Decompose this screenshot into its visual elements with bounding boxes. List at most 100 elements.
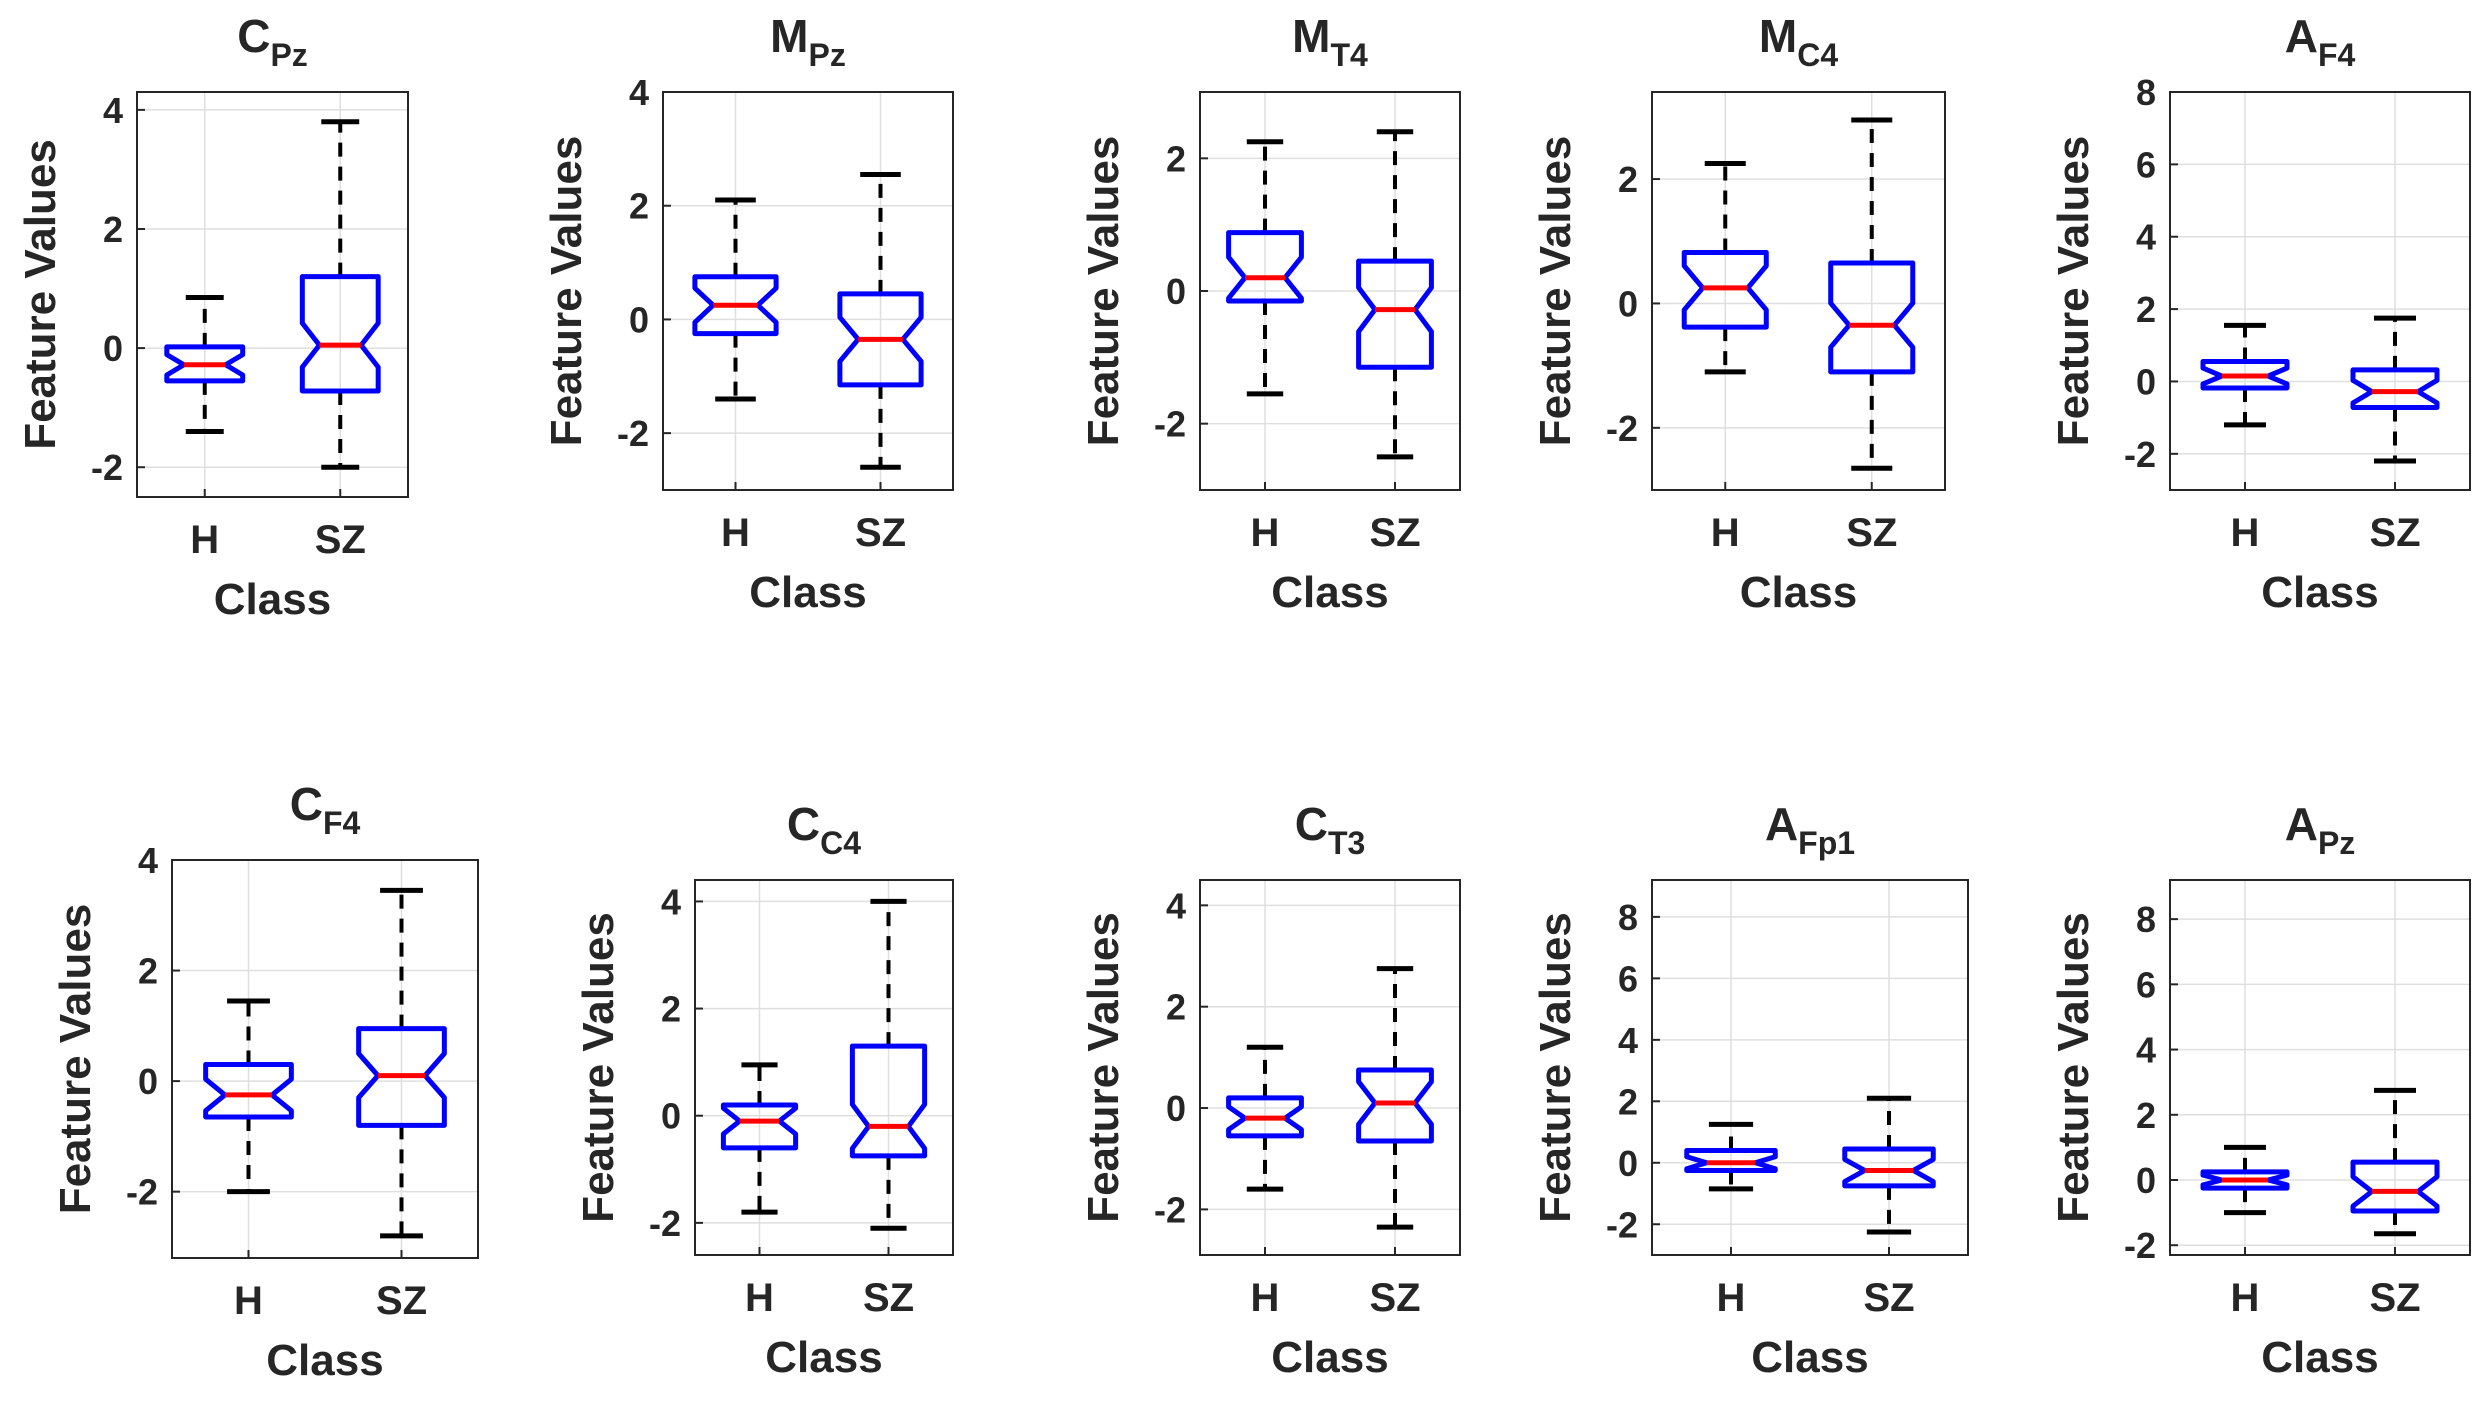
y-tick-label: -2 (91, 447, 123, 488)
y-tick-label: 4 (1166, 885, 1186, 926)
y-tick-label: 2 (138, 951, 158, 992)
chart-title-subscript: F4 (2318, 37, 2356, 73)
chart-title: AFp1 (1765, 798, 1855, 861)
y-tick-label: 4 (629, 72, 649, 113)
y-axis-label: Feature Values (574, 912, 623, 1223)
x-axis-label: Class (1271, 1333, 1388, 1382)
subplot-0: -2 0 2 4 H SZ Class Feature Values CPz (16, 10, 409, 624)
y-axis-label: Feature Values (16, 139, 65, 450)
axes-frame (171, 859, 479, 1259)
y-tick-label: 4 (2136, 1030, 2156, 1071)
subplot-4: -2 0 2 4 6 8 H SZ Class Feature Values AF4 (2049, 10, 2471, 617)
box-h (720, 1062, 799, 1215)
chart-title-base: A (2285, 10, 2318, 62)
box-h (2200, 322, 2290, 428)
chart-title-base: M (1759, 10, 1797, 62)
axes-frame (662, 91, 954, 491)
x-tick-label: SZ (315, 518, 366, 562)
box-body (164, 344, 246, 384)
box-body (1681, 249, 1769, 330)
y-tick-label: -2 (1606, 1204, 1638, 1245)
box-h (1684, 1121, 1778, 1192)
box-body (1828, 260, 1916, 375)
chart-title-base: A (1765, 798, 1798, 850)
y-tick-label: 4 (103, 90, 123, 131)
x-tick-label: SZ (376, 1279, 427, 1323)
chart-title-subscript: Pz (270, 37, 307, 73)
x-axis-label: Class (214, 575, 331, 624)
chart-title: CC4 (787, 798, 861, 861)
x-axis-label: Class (2261, 568, 2378, 617)
y-tick-label: 0 (1166, 1088, 1186, 1129)
x-tick-label: H (2231, 511, 2260, 555)
y-tick-label: 0 (2136, 1160, 2156, 1201)
x-tick-label: H (234, 1279, 263, 1323)
x-axis-label: Class (1740, 568, 1857, 617)
x-tick-label: SZ (2369, 511, 2420, 555)
chart-title-subscript: F4 (323, 805, 361, 841)
box-sz (849, 898, 928, 1231)
y-tick-label: -2 (126, 1172, 158, 1213)
y-tick-label: 2 (1618, 159, 1638, 200)
x-tick-label: SZ (1369, 1276, 1420, 1320)
y-axis-label: Feature Values (1531, 912, 1580, 1223)
box-body (1684, 1147, 1778, 1173)
subplot-8: -2 0 2 4 6 8 H SZ Class Feature Values AFp1 (1531, 798, 1969, 1382)
y-tick-label: 2 (2136, 289, 2156, 330)
y-tick-label: -2 (649, 1203, 681, 1244)
chart-title: MPz (770, 10, 846, 73)
axes-frame (1651, 91, 1946, 491)
box-body (1842, 1146, 1936, 1189)
axes-frame (1199, 879, 1461, 1256)
axes-frame (1651, 879, 1969, 1256)
y-tick-label: 2 (2136, 1095, 2156, 1136)
chart-title-base: C (787, 798, 820, 850)
axes-frame (2169, 91, 2471, 491)
y-axis-label: Feature Values (542, 136, 591, 447)
y-axis-label: Feature Values (1079, 136, 1128, 447)
box-sz (2350, 315, 2440, 464)
box-body (203, 1062, 294, 1120)
box-body (849, 1043, 928, 1159)
box-body (692, 274, 779, 337)
x-tick-label: H (190, 518, 219, 562)
box-sz (356, 887, 447, 1239)
x-tick-label: SZ (863, 1276, 914, 1320)
subplot-2: -2 0 2 H SZ Class Feature Values MT4 (1079, 10, 1461, 617)
x-axis-label: Class (749, 568, 866, 617)
y-tick-label: 2 (629, 186, 649, 227)
chart-title-base: C (1295, 798, 1328, 850)
y-tick-label: 6 (2136, 964, 2156, 1005)
box-sz (2350, 1087, 2440, 1237)
chart-title-subscript: T3 (1328, 825, 1365, 861)
subplot-1: -2 0 2 4 H SZ Class Feature Values MPz (542, 10, 954, 617)
y-tick-label: 4 (661, 881, 681, 922)
y-tick-label: -2 (1154, 1189, 1186, 1230)
chart-title-subscript: Pz (808, 37, 845, 73)
chart-title-subscript: T4 (1330, 37, 1368, 73)
x-axis-label: Class (266, 1336, 383, 1385)
box-body (1226, 1095, 1304, 1139)
x-axis-label: Class (1751, 1333, 1868, 1382)
box-body (2350, 1159, 2440, 1214)
box-body (299, 274, 381, 394)
subplot-6: -2 0 2 4 H SZ Class Feature Values CC4 (574, 798, 954, 1382)
chart-title: CPz (237, 10, 308, 73)
box-h (164, 294, 246, 434)
chart-title-subscript: C4 (1797, 37, 1838, 73)
box-sz (837, 171, 924, 470)
chart-title-subscript: C4 (820, 825, 861, 861)
chart-title-base: C (237, 10, 270, 62)
chart-title-subscript: Pz (2318, 825, 2355, 861)
chart-title-subscript: Fp1 (1798, 825, 1855, 861)
y-tick-label: 2 (103, 209, 123, 250)
x-axis-label: Class (2261, 1333, 2378, 1382)
subplot-5: -2 0 2 4 H SZ Class Feature Values CF4 (51, 778, 479, 1385)
y-axis-label: Feature Values (1531, 136, 1580, 447)
y-tick-label: -2 (2124, 1225, 2156, 1266)
y-tick-label: 0 (1166, 271, 1186, 312)
y-tick-label: 6 (1618, 958, 1638, 999)
y-tick-label: 2 (1166, 987, 1186, 1028)
subplot-7: -2 0 2 4 H SZ Class Feature Values CT3 (1079, 798, 1461, 1382)
